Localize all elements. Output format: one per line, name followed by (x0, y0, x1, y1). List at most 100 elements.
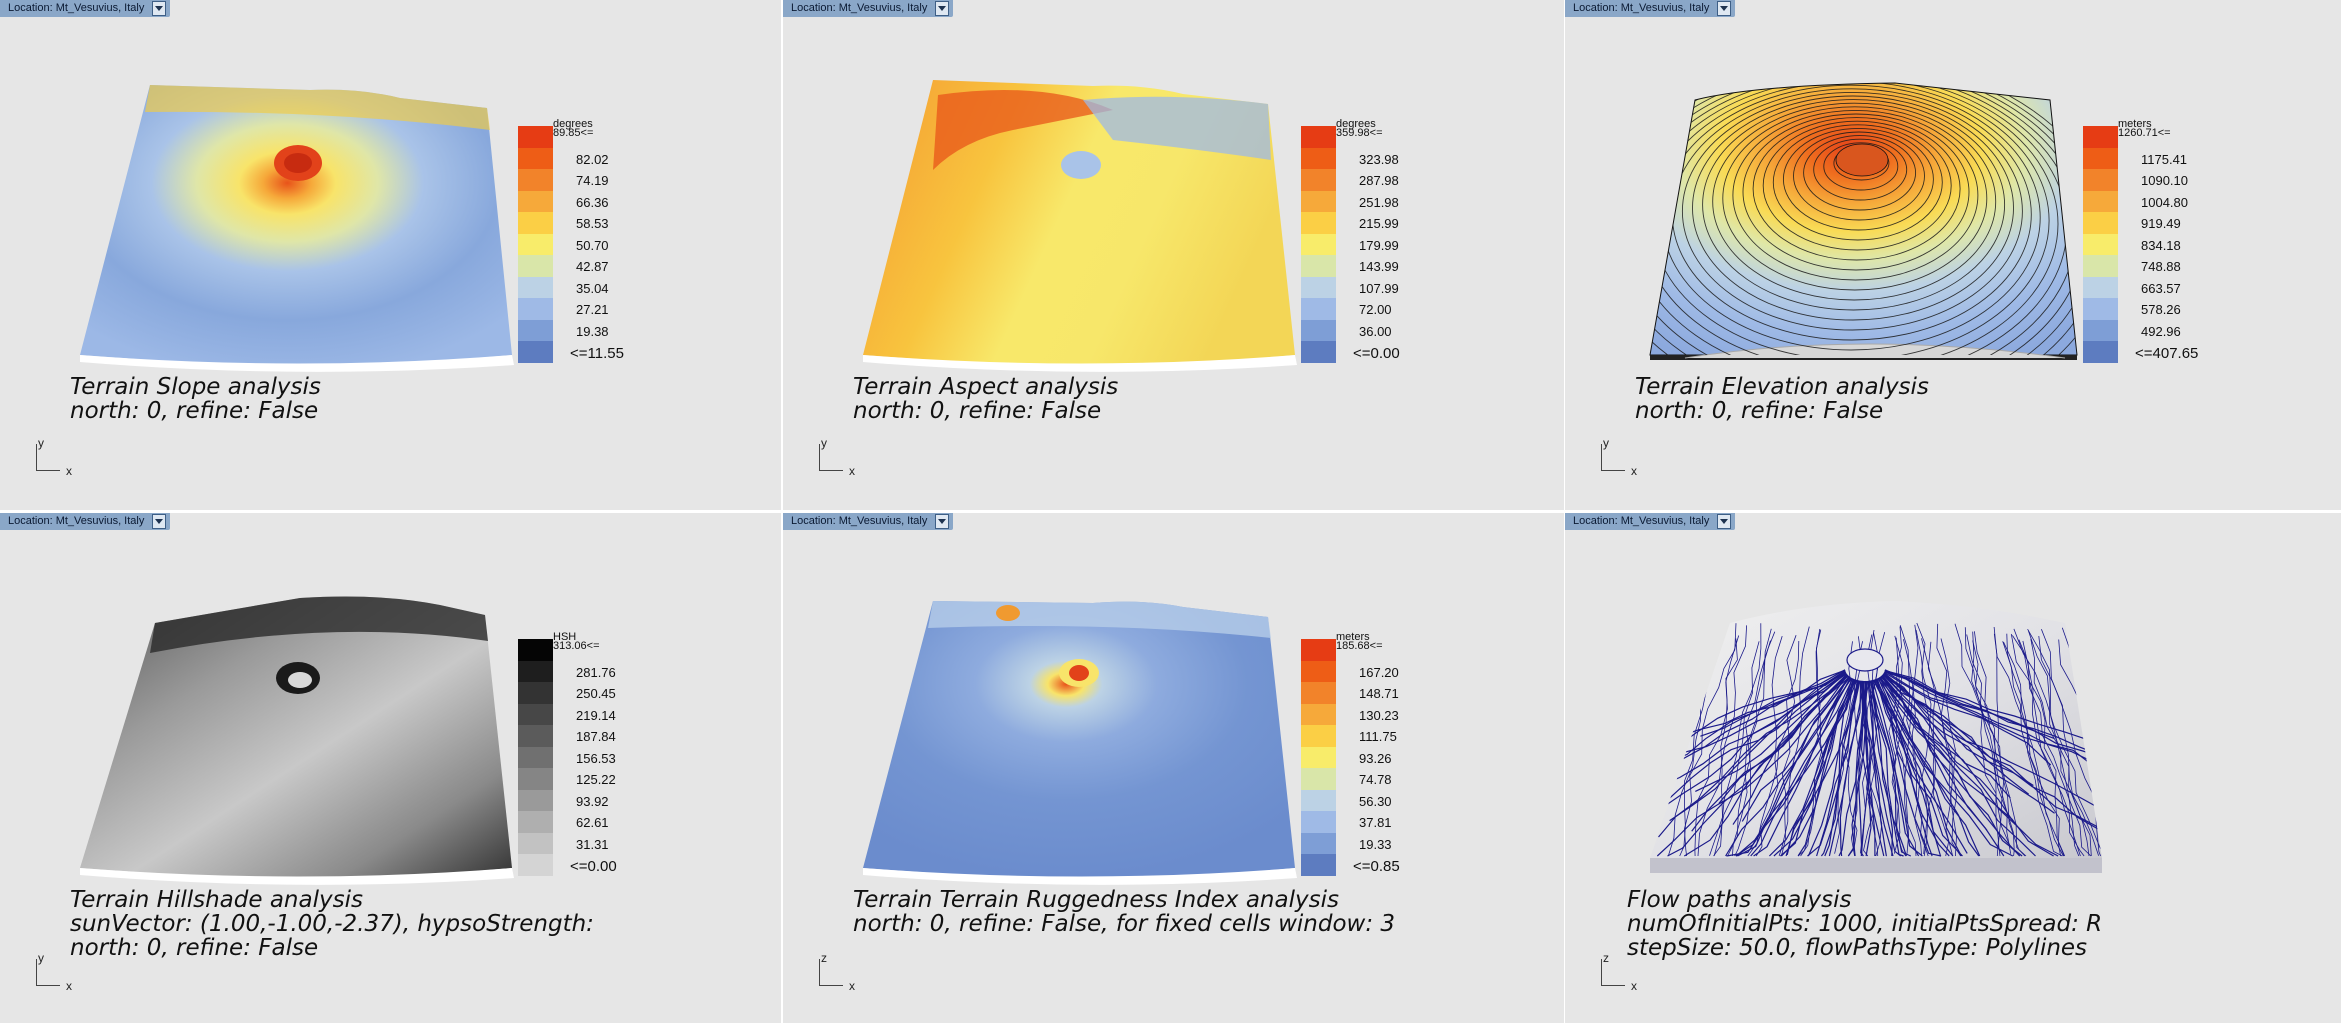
dropdown-arrow-icon[interactable] (935, 1, 950, 16)
flow-path-line (1862, 634, 1879, 857)
legend-tick-label: 287.98 (1359, 173, 1399, 188)
flow-path-line (1971, 631, 2021, 857)
flow-path-line (1883, 672, 2102, 825)
location-bar[interactable]: Location: Mt_Vesuvius, Italy (783, 0, 954, 17)
location-bar[interactable]: Location: Mt_Vesuvius, Italy (1565, 0, 1736, 17)
flow-path-line (2010, 633, 2066, 857)
dropdown-arrow-icon[interactable] (1717, 514, 1732, 529)
caption-slope: Terrain Slope analysis north: 0, refine:… (70, 375, 321, 423)
axis-y-label: y (38, 951, 44, 965)
legend-tick-label: 42.87 (576, 259, 609, 274)
legend-unit: meters (1336, 631, 1370, 643)
legend-unit: HSH (553, 631, 577, 643)
caption-elevation: Terrain Elevation analysis north: 0, ref… (1635, 375, 1929, 423)
flow-path-line (1850, 641, 1863, 857)
flow-path-line (1881, 675, 2054, 857)
viewport-aspect[interactable]: Location: Mt_Vesuvius, Italy degrees 359.… (783, 0, 1564, 510)
flow-path-line (2038, 635, 2090, 857)
flow-path-line (1781, 640, 1800, 857)
legend-swatch (518, 212, 553, 234)
flow-path-line (2030, 638, 2099, 856)
flow-path-line (1869, 680, 1912, 857)
legend-tick-label: 111.75 (1359, 729, 1397, 744)
legend-swatch (2083, 126, 2118, 148)
flow-path-line (1820, 680, 1861, 857)
legend-swatch (2083, 147, 2118, 170)
legend-tick-label: 74.78 (1359, 772, 1392, 787)
legend-swatch (1301, 682, 1336, 704)
legend-tick-label: 251.98 (1359, 194, 1399, 210)
flow-path-line (1709, 638, 1738, 856)
legend-swatch (1301, 725, 1336, 747)
location-bar[interactable]: Location: Mt_Vesuvius, Italy (0, 0, 171, 17)
legend-tick-label: 156.53 (576, 750, 616, 766)
caption-hillshade: Terrain Hillshade analysis sunVector: (1… (70, 888, 594, 960)
flow-path-line (1694, 635, 1740, 857)
flow-path-line (2027, 629, 2080, 857)
legend-tick-label: 93.92 (576, 793, 609, 809)
legend-swatch (2083, 190, 2118, 213)
legend-swatch (1301, 126, 1336, 148)
viewport-flow-paths[interactable]: Location: Mt_Vesuvius, Italy Flow paths … (1565, 513, 2341, 1023)
legend-tick-label: 35.04 (576, 280, 609, 296)
flow-path-line (1872, 679, 1920, 857)
legend-tick-label: <=407.65 (2135, 345, 2199, 362)
location-bar[interactable]: Location: Mt_Vesuvius, Italy (1565, 513, 1736, 530)
viewport-tri[interactable]: Location: Mt_Vesuvius, Italy meter (783, 513, 1564, 1023)
legend-tick-label: 31.31 (576, 836, 609, 852)
flow-path-line (1899, 625, 1929, 857)
legend-unit: degrees (1336, 118, 1376, 130)
flow-path-line (1780, 679, 1857, 857)
legend-tick-label: 143.99 (1359, 259, 1399, 274)
flow-path-line (1725, 675, 1850, 857)
legend-swatch (1301, 190, 1336, 213)
axis-x-label: x (849, 464, 855, 478)
flow-path-line (1883, 671, 2052, 766)
legend-swatch (518, 725, 553, 747)
dropdown-arrow-icon[interactable] (935, 514, 950, 529)
viewport-slope[interactable]: Location: Mt_Vesuvius, Italy d (0, 0, 781, 510)
legend-tick-label: 323.98 (1359, 151, 1399, 167)
terrain-surface-elevation (1649, 82, 2078, 360)
dropdown-arrow-icon[interactable] (152, 1, 167, 16)
flow-path-line (1755, 635, 1783, 857)
dropdown-arrow-icon[interactable] (152, 514, 167, 529)
legend-tick-label: <=0.00 (1353, 345, 1400, 362)
flow-path-line (1936, 623, 1957, 857)
legend-unit: degrees (553, 118, 593, 130)
legend-swatch (518, 233, 553, 256)
legend-tick-label: 492.96 (2141, 323, 2181, 339)
dropdown-arrow-icon[interactable] (1717, 1, 1732, 16)
flow-path-line (1797, 679, 1858, 857)
flow-path-line (1843, 636, 1863, 857)
legend-tick-label: 313.06<= (553, 640, 600, 652)
flow-path-line (1884, 669, 2055, 740)
flow-path-line (1727, 640, 1771, 857)
axis-x-label: x (849, 979, 855, 993)
location-bar[interactable]: Location: Mt_Vesuvius, Italy (0, 513, 171, 530)
caption-line1: Terrain Terrain Ruggedness Index analysi… (853, 887, 1339, 913)
legend-tick-label: 125.22 (576, 772, 616, 787)
legend-tick-label: 281.76 (576, 664, 616, 680)
viewport-hillshade[interactable]: Location: Mt_Vesuvius, Italy HSH 313.06<=… (0, 513, 781, 1023)
axis-x-label: x (66, 464, 72, 478)
legend-tick-label: 250.45 (576, 686, 616, 701)
flow-path-line (1884, 669, 2102, 776)
legend-swatch (518, 298, 553, 320)
flow-path-line (1882, 673, 2011, 799)
location-bar[interactable]: Location: Mt_Vesuvius, Italy (783, 513, 954, 530)
viewport-elevation[interactable]: Location: Mt_Vesuvius, Italy (1565, 0, 2341, 510)
flow-path-line (1839, 680, 1865, 857)
flow-path-line (1834, 641, 1853, 854)
legend-swatch (1301, 233, 1336, 256)
flow-path-line (1884, 670, 2086, 740)
legend-swatch (518, 190, 553, 213)
legend-tick-label: 748.88 (2141, 259, 2181, 274)
legend-swatch (1301, 746, 1336, 769)
flow-path-line (1891, 637, 1906, 854)
legend-swatch (1301, 768, 1336, 790)
flow-path-line (1964, 627, 2005, 857)
axis-y-label: y (1603, 436, 1609, 450)
legend-tick-label: 36.00 (1359, 323, 1392, 339)
flow-path-line (1875, 678, 1954, 857)
